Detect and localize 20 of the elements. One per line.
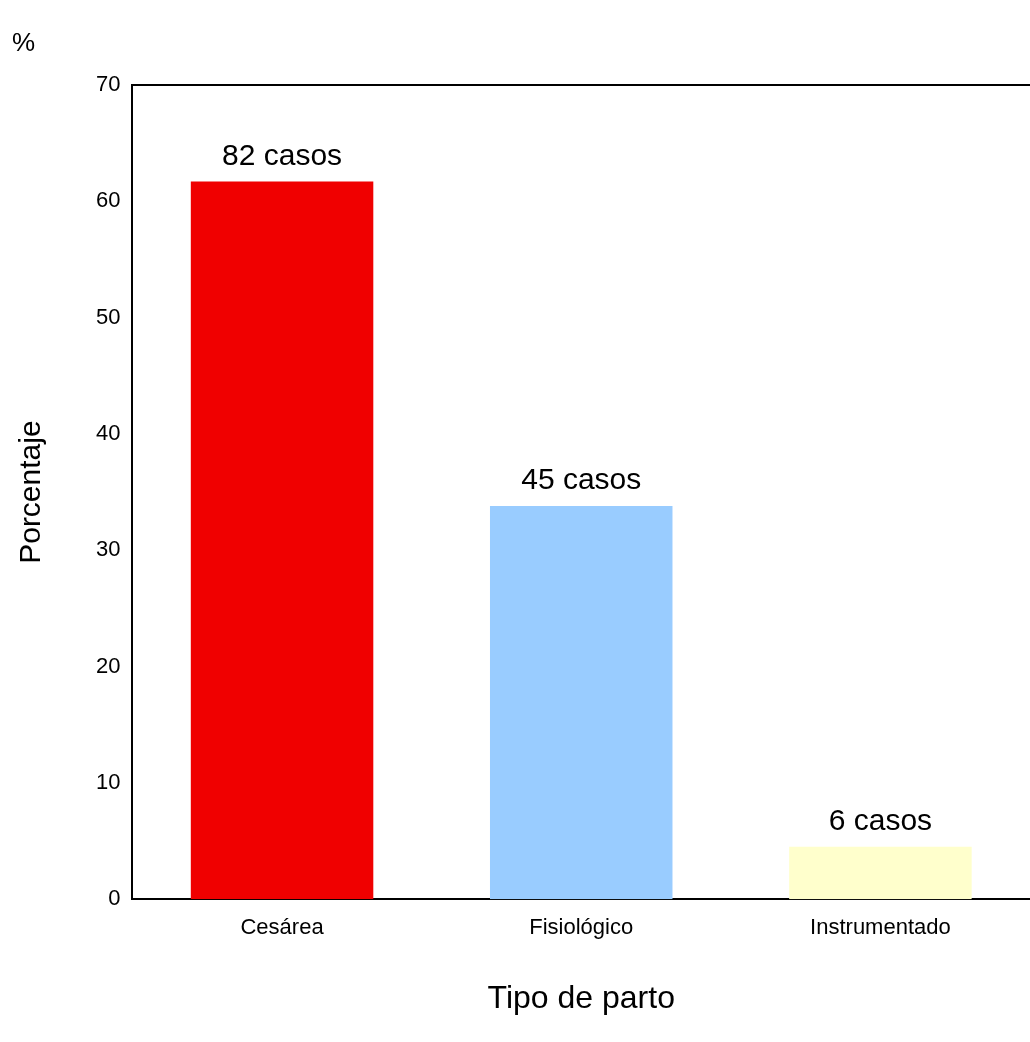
annotation: 6 casos [828,803,933,837]
text: % [12,27,36,58]
y-tick-label: 0 [108,885,121,911]
x-tick-label: Cesárea [240,914,325,940]
bar [190,181,374,900]
annotation: 82 casos [222,137,343,171]
x-tick-label: Instrumentado [810,914,951,940]
y-tick-label: 40 [95,420,121,446]
y-tick-label: 70 [95,71,121,97]
bar [789,846,972,900]
y-tick-label: 20 [95,652,121,678]
y-tick-label: 30 [95,536,121,562]
bar [489,506,673,900]
x-axis-title: Tipo de parto [487,978,675,1015]
x-tick-label: Fisiológico [529,914,634,940]
y-tick-label: 60 [95,187,121,213]
y-tick-label: 50 [95,303,121,329]
y-tick-label: 10 [95,768,121,794]
annotation: 45 casos [521,462,642,496]
y-axis-title: Porcentaje [13,420,47,564]
